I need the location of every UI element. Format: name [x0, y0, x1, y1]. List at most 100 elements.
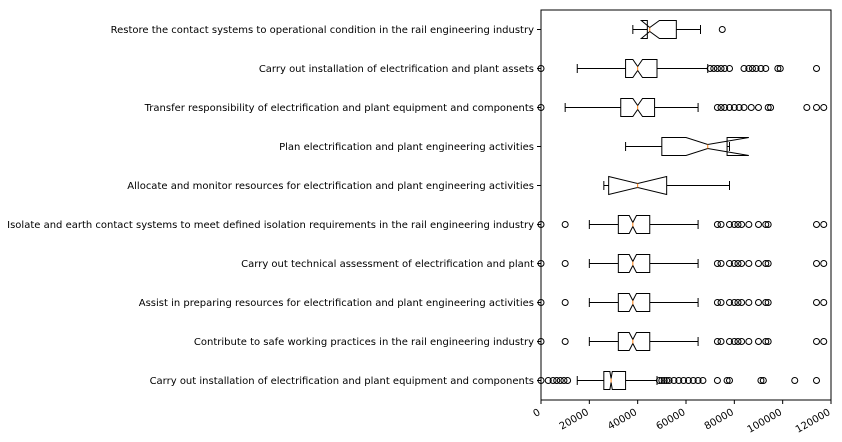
outlier-point — [745, 299, 753, 306]
outlier-point — [759, 377, 767, 384]
outlier-point — [717, 299, 725, 306]
outlier-point — [710, 65, 718, 72]
outlier-point — [663, 377, 671, 384]
notched-box — [617, 254, 651, 273]
outlier-point — [726, 260, 733, 267]
outlier-point — [755, 299, 762, 306]
outlier-point — [820, 104, 828, 111]
outlier-point — [726, 65, 733, 72]
outlier-point — [549, 377, 557, 384]
outlier-point — [755, 104, 762, 111]
outlier-point — [658, 377, 666, 384]
notched-box — [620, 98, 656, 117]
outlier-point — [713, 221, 721, 228]
outlier-point — [813, 260, 820, 267]
outlier-point — [755, 221, 762, 228]
outlier-point — [813, 299, 820, 306]
outlier-point — [738, 260, 746, 267]
outlier-point — [717, 221, 725, 228]
notched-box — [639, 20, 677, 39]
outlier-point — [713, 65, 721, 72]
outlier-point — [561, 221, 569, 228]
outlier-point — [665, 377, 673, 384]
outlier-point — [764, 221, 772, 228]
outlier-point — [776, 65, 784, 72]
outlier-point — [560, 377, 568, 384]
outlier-point — [726, 221, 733, 228]
outlier-point — [706, 65, 714, 72]
outlier-point — [747, 104, 755, 111]
outlier-point — [655, 377, 663, 384]
outlier-point — [752, 65, 760, 72]
outlier-point — [757, 377, 765, 384]
outlier-point — [762, 65, 770, 72]
outlier-point — [544, 377, 552, 384]
outlier-point — [684, 377, 692, 384]
outlier-point — [561, 299, 569, 306]
x-tick-label: 40000 — [606, 407, 639, 432]
box-group — [537, 215, 828, 234]
outlier-point — [713, 299, 721, 306]
box-group — [603, 175, 730, 196]
outlier-point — [745, 260, 753, 267]
category-label: Restore the contact systems to operation… — [111, 25, 535, 36]
outlier-point — [713, 338, 721, 345]
outlier-point — [730, 104, 738, 111]
category-labels: Restore the contact systems to operation… — [7, 25, 541, 387]
outlier-point — [735, 104, 743, 111]
x-axis-ticks: 0 20000 40000 60000 80000 100000 120000 — [531, 400, 833, 436]
outlier-point — [717, 338, 725, 345]
outlier-point — [730, 338, 738, 345]
box-group — [625, 137, 749, 156]
outlier-point — [730, 221, 738, 228]
outlier-point — [738, 221, 746, 228]
outlier-point — [774, 65, 782, 72]
outlier-point — [553, 377, 561, 384]
outlier-point — [745, 221, 753, 228]
box-group — [537, 371, 820, 390]
x-tick-label: 20000 — [558, 407, 591, 432]
outlier-point — [762, 221, 770, 228]
outlier-point — [726, 299, 733, 306]
category-label: Carry out installation of electrificatio… — [150, 376, 534, 387]
outlier-point — [764, 338, 772, 345]
outlier-point — [740, 65, 748, 72]
outlier-point — [721, 65, 729, 72]
outlier-point — [745, 338, 753, 345]
outlier-point — [713, 104, 721, 111]
outlier-point — [721, 104, 729, 111]
plot-frame — [540, 9, 832, 401]
notched-box — [603, 371, 627, 390]
outlier-point — [717, 260, 725, 267]
outlier-point — [791, 377, 799, 384]
outlier-point — [813, 221, 820, 228]
notched-box — [617, 332, 651, 351]
outlier-point — [748, 65, 756, 72]
category-label: Transfer responsibility of electrificati… — [144, 103, 534, 114]
outlier-point — [762, 260, 770, 267]
outlier-point — [699, 377, 707, 384]
outlier-point — [757, 65, 765, 72]
outlier-point — [734, 299, 742, 306]
outlier-point — [561, 260, 569, 267]
outlier-point — [820, 260, 828, 267]
outlier-point — [803, 104, 811, 111]
box-group — [632, 20, 726, 39]
category-label: Isolate and earth contact systems to mee… — [7, 220, 534, 231]
outlier-point — [740, 104, 748, 111]
outlier-point — [713, 260, 721, 267]
outlier-point — [717, 65, 725, 72]
x-tick-label: 60000 — [654, 407, 687, 432]
outlier-point — [726, 377, 733, 384]
outlier-point — [564, 377, 572, 384]
outlier-point — [556, 377, 564, 384]
outlier-point — [660, 377, 668, 384]
x-tick-label: 0 — [531, 407, 542, 420]
outlier-point — [762, 338, 770, 345]
outlier-point — [726, 104, 733, 111]
outlier-point — [767, 104, 775, 111]
x-tick-label: 100000 — [746, 407, 785, 436]
outlier-point — [730, 299, 738, 306]
outlier-point — [723, 377, 731, 384]
outlier-point — [734, 260, 742, 267]
